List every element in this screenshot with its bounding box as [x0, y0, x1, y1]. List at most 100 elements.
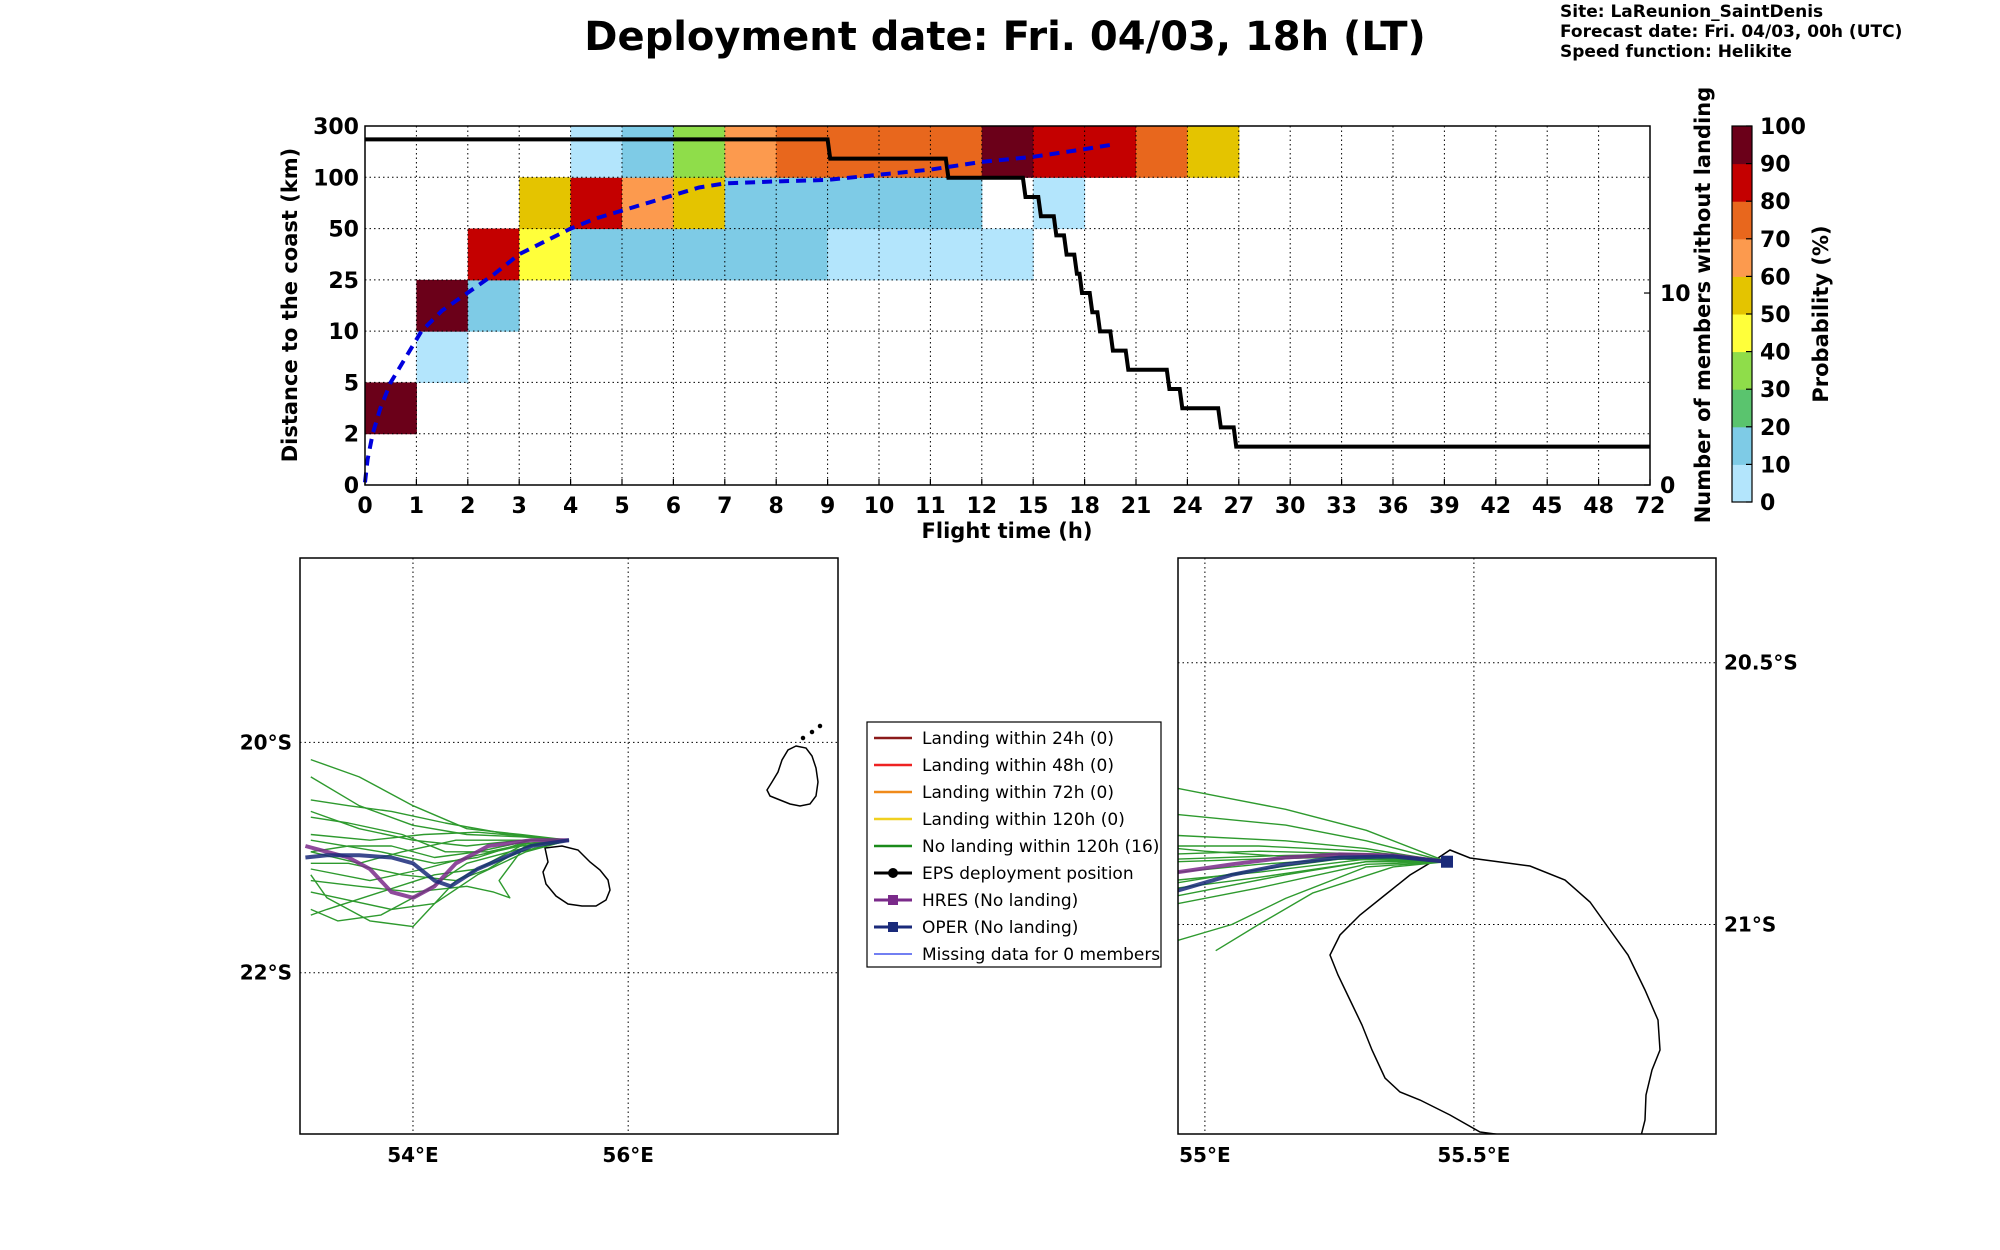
- map-left: 54°E 56°E 20°S 22°S: [240, 557, 839, 1167]
- map-lat-label: 22°S: [240, 961, 292, 985]
- x-tick-label: 33: [1326, 494, 1357, 519]
- colorbar-tick-label: 40: [1760, 341, 1791, 366]
- x-tick-label: 39: [1429, 494, 1460, 519]
- map-lon-label: 55°E: [1179, 1143, 1231, 1167]
- x-tick-label: 2: [460, 494, 475, 519]
- x-tick-label: 7: [717, 494, 732, 519]
- member-track: [310, 776, 570, 841]
- heatmap-cell: [930, 228, 983, 281]
- colorbar-band: [1732, 276, 1752, 315]
- colorbar-band: [1732, 163, 1752, 202]
- heatmap-cell: [622, 228, 674, 281]
- x-tick-label: 42: [1480, 494, 1511, 519]
- heatmap-cell: [724, 126, 777, 178]
- x-tick-label: 9: [820, 494, 835, 519]
- heatmap-lines: [363, 137, 1650, 483]
- heatmap-frame: [364, 125, 1651, 486]
- y-tick-label: 5: [344, 371, 359, 396]
- x-tick-label: 3: [512, 494, 527, 519]
- x-tick-label: 48: [1583, 494, 1614, 519]
- heatmap-cell: [930, 177, 983, 230]
- x-tick-label: 1: [409, 494, 424, 519]
- x-tick-label: 21: [1121, 494, 1152, 519]
- heatmap-cell: [1033, 177, 1086, 230]
- right-tick-label: 0: [1660, 474, 1675, 499]
- legend-label: Landing within 48h (0): [922, 756, 1114, 776]
- heatmap-cell: [724, 228, 777, 281]
- legend-swatch-square: [888, 895, 898, 905]
- legend-swatch-square: [888, 922, 898, 932]
- colorbar-tick-label: 30: [1760, 378, 1791, 403]
- islet-2: [809, 729, 815, 735]
- heatmap-cell: [879, 228, 931, 281]
- coastlines-left: [542, 723, 823, 907]
- members-without-landing-line: [365, 137, 1650, 449]
- colorbar-band: [1732, 238, 1752, 277]
- coastlines-right: [1329, 849, 1661, 1134]
- y-axis-label: Distance to the coast (km): [278, 148, 302, 463]
- member-track: [310, 758, 570, 841]
- colorbar-tick-label: 80: [1760, 190, 1791, 215]
- deployment-marker: [1441, 855, 1453, 868]
- x-tick-label: 72: [1635, 494, 1666, 519]
- heatmap-cell: [827, 177, 880, 230]
- heatmap-cell: [776, 228, 829, 281]
- colorbar-band: [1732, 464, 1752, 503]
- map-lon-label: 54°E: [387, 1143, 439, 1167]
- islet-3: [817, 723, 823, 729]
- x-tick-label: 8: [769, 494, 784, 519]
- x-tick-label: 4: [563, 494, 578, 519]
- x-tick-label: 36: [1378, 494, 1409, 519]
- colorbar-tick-label: 100: [1760, 115, 1806, 140]
- heatmap-cell: [1136, 126, 1188, 178]
- map-left-ticks: 54°E 56°E 20°S 22°S: [240, 730, 654, 1167]
- x-axis-label: Flight time (h): [922, 519, 1093, 543]
- y-tick-label: 25: [328, 269, 359, 294]
- x-tick-label: 30: [1275, 494, 1306, 519]
- heatmap-cell: [570, 228, 623, 281]
- heatmap-cell: [673, 126, 726, 178]
- map-right-tracks: [1178, 787, 1453, 952]
- member-track: [310, 839, 570, 911]
- map-right-frame: [1177, 557, 1717, 1135]
- member-track: [1178, 861, 1448, 905]
- heatmap-x-ticks: 0 1 2 3 4 5 6 7 8 9 10 11 12 15 18 21 24 27 30 33 36 39 42 45 48…: [357, 479, 1665, 519]
- member-track: [1178, 861, 1447, 897]
- heatmap-cell: [570, 177, 623, 230]
- x-tick-label: 10: [864, 494, 895, 519]
- y-tick-label: 100: [313, 166, 359, 191]
- right-axis-label: Number of members without landing: [1691, 87, 1715, 524]
- y-tick-label: 300: [313, 115, 359, 140]
- member-track: [1178, 787, 1448, 863]
- colorbar-ticks: 0 10 20 30 40 50 60 70 80 90 100: [1746, 115, 1806, 516]
- map-lon-label: 55.5°E: [1437, 1143, 1510, 1167]
- colorbar-band: [1732, 201, 1752, 240]
- colorbar-tick-label: 70: [1760, 228, 1791, 253]
- legend: Landing within 24h (0) Landing within 48h…: [866, 721, 1162, 968]
- x-tick-label: 5: [614, 494, 629, 519]
- heatmap-cell: [622, 126, 674, 178]
- heatmap-cell: [827, 228, 880, 281]
- legend-swatch-dot: [888, 868, 898, 878]
- heatmap-cell: [827, 126, 880, 178]
- islet-1: [800, 735, 806, 741]
- colorbar-tick-label: 60: [1760, 265, 1791, 290]
- heatmap-cell: [879, 177, 931, 230]
- colorbar-band: [1732, 389, 1752, 428]
- legend-label: Missing data for 0 members: [922, 945, 1160, 965]
- heatmap-cell: [467, 228, 520, 281]
- colorbar-tick-label: 50: [1760, 303, 1791, 328]
- colorbar-tick-label: 10: [1760, 453, 1791, 478]
- heatmap-cells: [365, 126, 1240, 435]
- legend-items: Landing within 24h (0) Landing within 48h…: [874, 729, 1160, 965]
- colorbar-band: [1732, 126, 1752, 165]
- colorbar-label: Probability (%): [1809, 225, 1833, 402]
- heatmap-cell: [981, 126, 1034, 178]
- x-tick-label: 24: [1172, 494, 1203, 519]
- heatmap-cell: [673, 228, 726, 281]
- reunion-coastline: [542, 845, 611, 907]
- x-tick-label: 15: [1018, 494, 1049, 519]
- member-track: [310, 839, 570, 899]
